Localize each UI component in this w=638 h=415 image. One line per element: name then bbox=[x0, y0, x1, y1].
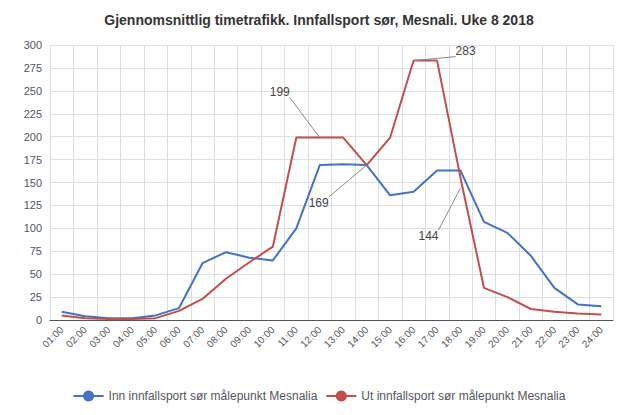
svg-text:Ut innfallsport sør målepunkt: Ut innfallsport sør målepunkt Mesnalia bbox=[361, 389, 565, 403]
svg-text:200: 200 bbox=[24, 131, 42, 143]
svg-text:144: 144 bbox=[418, 229, 438, 243]
svg-text:20:00: 20:00 bbox=[486, 324, 512, 350]
svg-text:199: 199 bbox=[270, 85, 290, 99]
svg-text:225: 225 bbox=[24, 108, 42, 120]
svg-text:08:00: 08:00 bbox=[204, 324, 230, 350]
svg-text:250: 250 bbox=[24, 85, 42, 97]
svg-text:15:00: 15:00 bbox=[369, 324, 395, 350]
svg-text:50: 50 bbox=[30, 268, 42, 280]
svg-text:275: 275 bbox=[24, 62, 42, 74]
svg-text:05:00: 05:00 bbox=[134, 324, 160, 350]
svg-text:100: 100 bbox=[24, 222, 42, 234]
svg-text:02:00: 02:00 bbox=[64, 324, 90, 350]
svg-text:14:00: 14:00 bbox=[345, 324, 371, 350]
svg-text:0: 0 bbox=[36, 314, 42, 326]
svg-text:169: 169 bbox=[309, 196, 329, 210]
svg-text:23:00: 23:00 bbox=[556, 324, 582, 350]
svg-text:21:00: 21:00 bbox=[509, 324, 535, 350]
svg-text:17:00: 17:00 bbox=[415, 324, 441, 350]
svg-text:10:00: 10:00 bbox=[251, 324, 277, 350]
svg-text:18:00: 18:00 bbox=[439, 324, 465, 350]
svg-text:300: 300 bbox=[24, 39, 42, 51]
svg-text:09:00: 09:00 bbox=[228, 324, 254, 350]
svg-text:283: 283 bbox=[456, 44, 476, 58]
svg-text:16:00: 16:00 bbox=[392, 324, 418, 350]
svg-text:13:00: 13:00 bbox=[322, 324, 348, 350]
svg-text:25: 25 bbox=[30, 291, 42, 303]
svg-text:24:00: 24:00 bbox=[580, 324, 606, 350]
svg-text:Inn innfallsport sør målepunkt: Inn innfallsport sør målepunkt Mesnalia bbox=[109, 389, 318, 403]
svg-text:07:00: 07:00 bbox=[181, 324, 207, 350]
svg-text:11:00: 11:00 bbox=[275, 324, 300, 349]
svg-text:Gjennomsnittlig timetrafikk. I: Gjennomsnittlig timetrafikk. Innfallspor… bbox=[104, 12, 534, 28]
svg-text:175: 175 bbox=[24, 154, 42, 166]
svg-text:19:00: 19:00 bbox=[462, 324, 488, 350]
svg-text:150: 150 bbox=[24, 177, 42, 189]
svg-text:03:00: 03:00 bbox=[87, 324, 113, 350]
svg-text:01:00: 01:00 bbox=[40, 324, 66, 350]
svg-text:12:00: 12:00 bbox=[298, 324, 324, 350]
svg-text:75: 75 bbox=[30, 245, 42, 257]
svg-text:22:00: 22:00 bbox=[533, 324, 559, 350]
svg-text:125: 125 bbox=[24, 199, 42, 211]
svg-text:06:00: 06:00 bbox=[157, 324, 183, 350]
svg-text:04:00: 04:00 bbox=[111, 324, 137, 350]
